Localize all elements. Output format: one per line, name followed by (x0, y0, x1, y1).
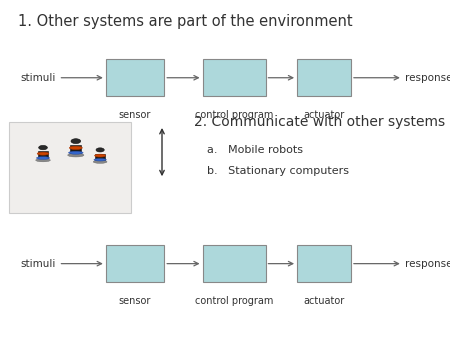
Bar (297, 245, 351, 282)
Text: response: response (405, 259, 450, 269)
Ellipse shape (68, 153, 84, 157)
Ellipse shape (69, 146, 82, 149)
Text: sensor: sensor (119, 296, 151, 306)
Ellipse shape (68, 151, 83, 154)
Ellipse shape (96, 148, 104, 152)
Bar (70, 145, 81, 153)
Text: stimuli: stimuli (20, 259, 56, 269)
Ellipse shape (93, 160, 107, 163)
Text: control program: control program (195, 296, 273, 306)
Text: a.   Mobile robots: a. Mobile robots (207, 145, 303, 155)
Text: stimuli: stimuli (20, 73, 56, 83)
Ellipse shape (36, 156, 50, 160)
Ellipse shape (71, 139, 81, 144)
Bar (95, 153, 105, 160)
Text: control program: control program (195, 110, 273, 120)
Ellipse shape (39, 145, 47, 150)
Ellipse shape (94, 154, 106, 157)
Ellipse shape (94, 159, 106, 161)
Text: response: response (405, 73, 450, 83)
Text: 1. Other systems are part of the environment: 1. Other systems are part of the environ… (18, 14, 353, 28)
Text: sensor: sensor (119, 110, 151, 120)
Bar (202, 245, 266, 282)
Ellipse shape (36, 159, 50, 162)
Text: b.   Stationary computers: b. Stationary computers (207, 166, 349, 176)
Text: actuator: actuator (303, 110, 345, 120)
Bar (106, 245, 164, 282)
Bar (297, 59, 351, 96)
Text: actuator: actuator (303, 296, 345, 306)
Bar (202, 59, 266, 96)
Text: 2. Communicate with other systems: 2. Communicate with other systems (194, 115, 445, 129)
Bar (9, 122, 130, 213)
Ellipse shape (37, 152, 49, 155)
Bar (106, 59, 164, 96)
Bar (38, 151, 48, 158)
